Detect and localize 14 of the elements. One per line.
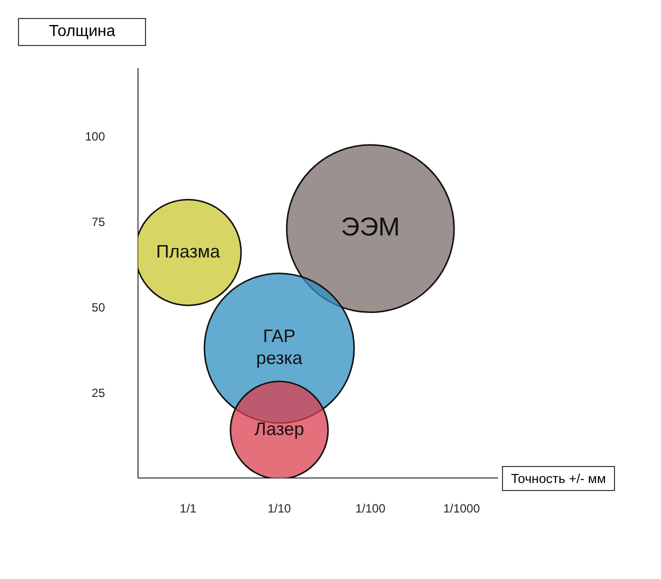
x-axis-title: Точность +/- мм bbox=[502, 466, 615, 491]
y-tick-label: 75 bbox=[92, 215, 106, 230]
y-tick-label: 25 bbox=[92, 386, 106, 400]
series-label: ЭЭМ bbox=[340, 211, 400, 242]
x-tick-label: 1/100 bbox=[355, 502, 386, 516]
x-tick-label: 1/1 bbox=[180, 502, 197, 516]
series-label: Лазер bbox=[254, 418, 304, 439]
y-tick-label: 50 bbox=[92, 300, 106, 314]
series-label: ГАР резка bbox=[256, 326, 304, 368]
y-axis-title: Толщина bbox=[18, 18, 146, 46]
y-tick-label: 100 bbox=[84, 130, 106, 144]
x-tick-label: 1/1000 bbox=[443, 502, 480, 516]
x-tick-label: 1/10 bbox=[268, 502, 292, 516]
series-label: Плазма bbox=[156, 241, 222, 262]
